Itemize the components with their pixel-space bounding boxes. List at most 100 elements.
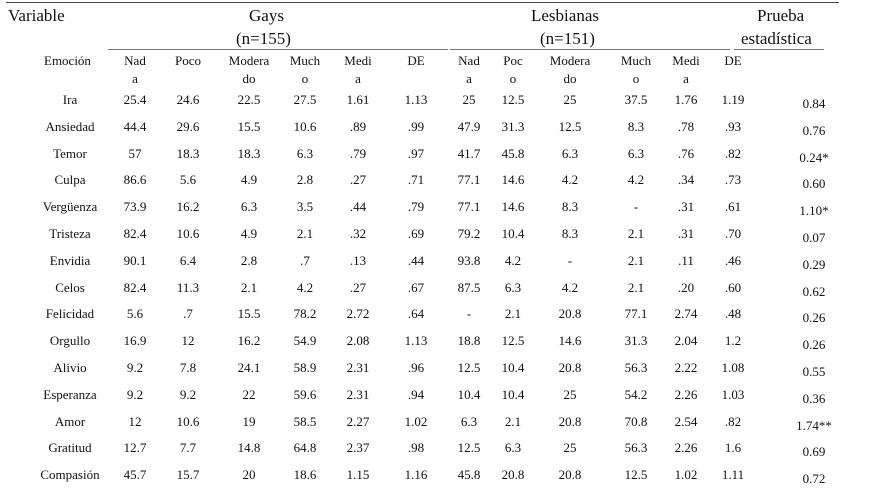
header-variable: Variable bbox=[8, 6, 65, 25]
sub-header-3-line1: Much bbox=[289, 53, 321, 68]
table-cell: .76 bbox=[677, 145, 695, 161]
test-statistic: 0.07 bbox=[802, 230, 826, 245]
table-cell: 45.8 bbox=[457, 467, 481, 483]
table-cell: 77.1 bbox=[457, 172, 481, 188]
table-cell: 2.27 bbox=[346, 413, 370, 429]
table-cell: 7.7 bbox=[179, 440, 197, 456]
table-cell: .70 bbox=[724, 226, 742, 241]
header-gays-n: (n=155) bbox=[236, 29, 291, 48]
table-cell: .93 bbox=[724, 118, 742, 134]
table-cell: 14.8 bbox=[237, 440, 261, 456]
table-cell: 5.6 bbox=[179, 172, 197, 188]
sub-header-0-line2: a bbox=[132, 71, 138, 86]
table-cell: 45.7 bbox=[123, 467, 147, 483]
table-cell: .69 bbox=[407, 226, 425, 241]
test-statistic: 0.55 bbox=[802, 364, 826, 379]
table-cell: .98 bbox=[407, 440, 425, 456]
table-cell: 56.3 bbox=[624, 360, 648, 375]
table-cell: 6.3 bbox=[460, 413, 478, 429]
table-cell: 10.6 bbox=[293, 118, 317, 134]
table-cell: 2.1 bbox=[627, 252, 645, 268]
test-statistic: 0.26 bbox=[802, 310, 826, 326]
table-cell: 6.4 bbox=[179, 252, 197, 268]
table-cell: .94 bbox=[407, 386, 425, 402]
emotion-label: Celos bbox=[55, 279, 85, 295]
table-cell: 8.3 bbox=[561, 199, 579, 215]
sub-header-10-line2: a bbox=[683, 71, 689, 86]
table-cell: 16.9 bbox=[123, 333, 147, 349]
sub-header-6-line2: a bbox=[466, 71, 472, 86]
table-cell: 12.5 bbox=[558, 118, 582, 134]
table-cell: .31 bbox=[677, 199, 695, 215]
table-cell: 1.61 bbox=[346, 92, 370, 107]
emotion-label: Alivio bbox=[53, 360, 87, 375]
table-cell: 79.2 bbox=[457, 226, 481, 241]
table-cell: 45.8 bbox=[501, 145, 525, 161]
table-cell: .7 bbox=[183, 306, 193, 322]
sub-header-0-line1: Nad bbox=[124, 53, 146, 68]
table-cell: 3.5 bbox=[296, 199, 314, 215]
table-cell: 70.8 bbox=[624, 413, 648, 429]
table-cell: 2.54 bbox=[674, 413, 698, 429]
table-cell: 2.74 bbox=[674, 306, 698, 322]
sub-header-9-line2: o bbox=[632, 71, 640, 86]
lesbianas-group-rule bbox=[450, 49, 730, 50]
top-rule bbox=[6, 2, 839, 3]
table-cell: 18.8 bbox=[457, 333, 481, 349]
table-cell: 37.5 bbox=[624, 92, 648, 107]
table-cell: 18.3 bbox=[176, 145, 200, 161]
table-cell: .89 bbox=[349, 118, 367, 134]
table-cell: 15.5 bbox=[237, 118, 261, 134]
table-cell: 10.4 bbox=[501, 386, 525, 402]
table-cell: 2.08 bbox=[346, 333, 370, 349]
emotion-label: Ansiedad bbox=[45, 118, 95, 134]
test-statistic: 0.24* bbox=[799, 149, 829, 165]
sub-header-8-line1: Modera bbox=[549, 53, 591, 68]
sub-header-4-line2: a bbox=[355, 71, 361, 86]
table-cell: 15.5 bbox=[237, 306, 261, 322]
table-cell: 24.1 bbox=[237, 360, 261, 375]
table-cell: 1.08 bbox=[721, 360, 745, 375]
emotion-label: Esperanza bbox=[43, 386, 97, 402]
sub-header-4-line1: Medi bbox=[344, 53, 372, 68]
table-cell: 31.3 bbox=[624, 333, 648, 349]
emotion-label: Vergüenza bbox=[42, 199, 98, 215]
table-cell: 77.1 bbox=[457, 199, 481, 215]
test-statistic: 1.10* bbox=[799, 203, 829, 219]
table-cell: 20.8 bbox=[558, 306, 582, 322]
table-cell: 1.03 bbox=[721, 386, 745, 402]
emotion-label: Amor bbox=[54, 413, 86, 429]
table-cell: 54.9 bbox=[293, 333, 317, 349]
table-cell: 22.5 bbox=[237, 92, 261, 107]
table-cell: .82 bbox=[724, 413, 742, 429]
table-cell: 25 bbox=[563, 440, 577, 456]
table-cell: .67 bbox=[407, 279, 425, 295]
table-cell: .96 bbox=[407, 360, 425, 375]
table-cell: 2.31 bbox=[346, 360, 370, 375]
table-cell: 4.9 bbox=[240, 226, 258, 241]
prueba-group-rule bbox=[734, 49, 824, 50]
table-cell: 12.5 bbox=[457, 440, 481, 456]
table-cell: 6.3 bbox=[296, 145, 314, 161]
table-cell: 6.3 bbox=[627, 145, 645, 161]
table-cell: .82 bbox=[724, 145, 742, 161]
header-prueba-line2: estadística bbox=[741, 29, 812, 48]
table-cell: 4.2 bbox=[504, 252, 522, 268]
table-cell: 8.3 bbox=[561, 226, 579, 241]
table-cell: 25.4 bbox=[123, 92, 147, 107]
table-cell: 6.3 bbox=[504, 440, 522, 456]
table-cell: 20.8 bbox=[501, 467, 525, 483]
table-cell: .44 bbox=[349, 199, 367, 215]
table-cell: .78 bbox=[677, 118, 695, 134]
sub-header-3-line2: o bbox=[301, 71, 309, 86]
table-cell: 6.3 bbox=[240, 199, 258, 215]
table-cell: 1.76 bbox=[674, 92, 698, 107]
table-cell: 18.3 bbox=[237, 145, 261, 161]
table-cell: 10.6 bbox=[176, 413, 200, 429]
table-cell: 1.2 bbox=[724, 333, 742, 349]
table-cell: 19 bbox=[242, 413, 256, 429]
table-cell: 20.8 bbox=[558, 467, 582, 483]
table-cell: .31 bbox=[677, 226, 695, 241]
test-statistic: 0.29 bbox=[802, 256, 826, 272]
table-cell: 9.2 bbox=[126, 360, 144, 375]
